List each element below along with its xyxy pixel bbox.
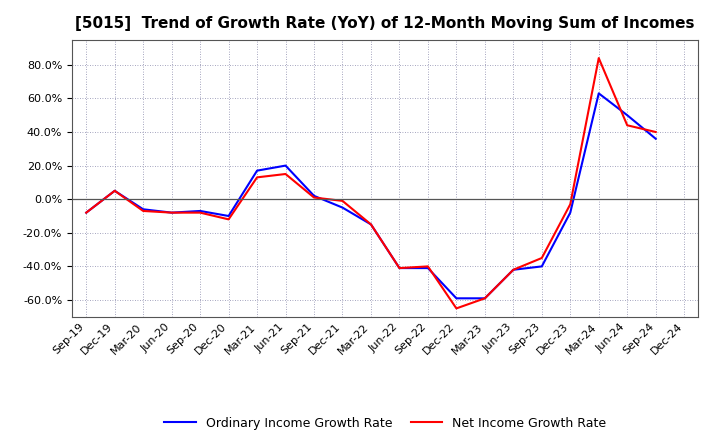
Ordinary Income Growth Rate <box>253 168 261 173</box>
Net Income Growth Rate <box>82 210 91 215</box>
Ordinary Income Growth Rate <box>225 213 233 219</box>
Ordinary Income Growth Rate <box>338 205 347 210</box>
Ordinary Income Growth Rate <box>423 265 432 271</box>
Ordinary Income Growth Rate <box>282 163 290 168</box>
Ordinary Income Growth Rate <box>366 222 375 227</box>
Ordinary Income Growth Rate <box>480 296 489 301</box>
Ordinary Income Growth Rate <box>110 188 119 194</box>
Net Income Growth Rate <box>566 202 575 207</box>
Net Income Growth Rate <box>652 129 660 135</box>
Net Income Growth Rate <box>253 175 261 180</box>
Ordinary Income Growth Rate <box>595 91 603 96</box>
Ordinary Income Growth Rate <box>139 207 148 212</box>
Line: Net Income Growth Rate: Net Income Growth Rate <box>86 58 656 308</box>
Ordinary Income Growth Rate <box>395 265 404 271</box>
Net Income Growth Rate <box>167 210 176 215</box>
Net Income Growth Rate <box>395 265 404 271</box>
Net Income Growth Rate <box>509 267 518 272</box>
Net Income Growth Rate <box>623 123 631 128</box>
Ordinary Income Growth Rate <box>509 267 518 272</box>
Ordinary Income Growth Rate <box>537 264 546 269</box>
Net Income Growth Rate <box>338 198 347 204</box>
Net Income Growth Rate <box>423 264 432 269</box>
Net Income Growth Rate <box>480 296 489 301</box>
Net Income Growth Rate <box>595 55 603 61</box>
Ordinary Income Growth Rate <box>566 210 575 215</box>
Ordinary Income Growth Rate <box>623 113 631 118</box>
Legend: Ordinary Income Growth Rate, Net Income Growth Rate: Ordinary Income Growth Rate, Net Income … <box>159 412 611 435</box>
Net Income Growth Rate <box>225 217 233 222</box>
Net Income Growth Rate <box>110 188 119 194</box>
Title: [5015]  Trend of Growth Rate (YoY) of 12-Month Moving Sum of Incomes: [5015] Trend of Growth Rate (YoY) of 12-… <box>76 16 695 32</box>
Ordinary Income Growth Rate <box>167 210 176 215</box>
Net Income Growth Rate <box>366 222 375 227</box>
Net Income Growth Rate <box>537 255 546 260</box>
Ordinary Income Growth Rate <box>452 296 461 301</box>
Net Income Growth Rate <box>282 171 290 176</box>
Ordinary Income Growth Rate <box>310 193 318 198</box>
Net Income Growth Rate <box>310 195 318 200</box>
Ordinary Income Growth Rate <box>82 210 91 215</box>
Net Income Growth Rate <box>139 208 148 213</box>
Net Income Growth Rate <box>452 306 461 311</box>
Line: Ordinary Income Growth Rate: Ordinary Income Growth Rate <box>86 93 656 298</box>
Ordinary Income Growth Rate <box>652 136 660 141</box>
Ordinary Income Growth Rate <box>196 208 204 213</box>
Net Income Growth Rate <box>196 210 204 215</box>
